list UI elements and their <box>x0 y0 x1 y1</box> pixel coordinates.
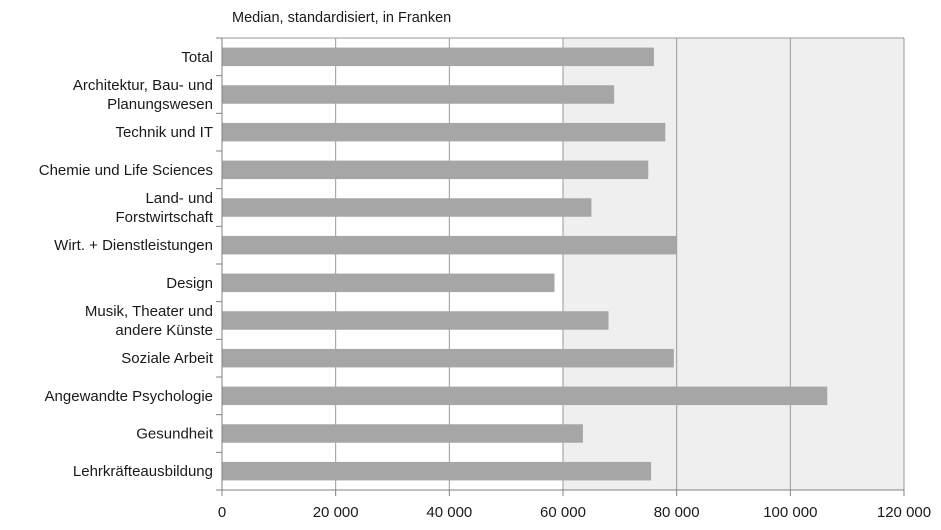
grid-lines <box>222 37 905 490</box>
x-tick-labels: 0 20 000 40 000 60 000 80 000 100 000 120 000 <box>218 504 931 521</box>
bar <box>222 348 674 368</box>
bar <box>222 122 666 142</box>
category-label: Wirt. + Dienstleistungen <box>54 237 213 254</box>
bars <box>222 47 828 481</box>
x-tick-label: 80 000 <box>654 504 700 521</box>
bar <box>222 198 592 217</box>
category-labels: Total Architektur, Bau- und Planungswesen T… <box>39 49 214 480</box>
bar <box>222 85 615 104</box>
category-label: Total <box>181 49 213 66</box>
bar <box>222 386 828 406</box>
bar <box>222 311 609 330</box>
category-label: Angewandte Psychologie <box>45 388 213 405</box>
bar <box>222 461 652 481</box>
category-label: Lehrkräfteausbildung <box>73 463 213 480</box>
bar <box>222 235 677 255</box>
x-tick-label: 120 000 <box>877 504 931 521</box>
x-tick-label: 0 <box>218 504 226 521</box>
category-label: Architektur, Bau- und Planungswesen <box>73 77 213 113</box>
bar <box>222 273 555 293</box>
x-tick-label: 60 000 <box>540 504 586 521</box>
x-tick-label: 20 000 <box>313 504 359 521</box>
axes <box>216 37 905 496</box>
bar <box>222 424 583 443</box>
bar <box>222 47 654 67</box>
bar <box>222 160 649 180</box>
category-label: Technik und IT <box>115 124 213 141</box>
category-label: Gesundheit <box>136 426 214 443</box>
category-label: Chemie und Life Sciences <box>39 162 213 179</box>
category-label: Design <box>166 275 213 292</box>
plot-shaded-region <box>563 38 904 490</box>
chart-subtitle: Median, standardisiert, in Franken <box>232 10 451 26</box>
category-label: Musik, Theater und andere Künste <box>85 303 213 339</box>
category-label: Soziale Arbeit <box>121 350 214 367</box>
x-tick-label: 40 000 <box>426 504 472 521</box>
x-tick-label: 100 000 <box>763 504 817 521</box>
category-label: Land- und Forstwirtschaft <box>115 190 213 226</box>
